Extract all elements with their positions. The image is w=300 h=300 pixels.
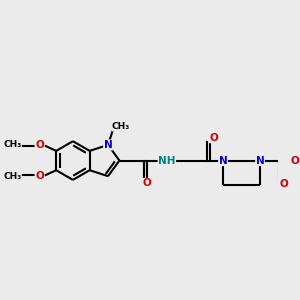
Text: O: O bbox=[35, 140, 44, 150]
Text: O: O bbox=[209, 133, 218, 143]
Text: N: N bbox=[219, 155, 227, 166]
Text: CH₃: CH₃ bbox=[112, 122, 130, 131]
Text: NH: NH bbox=[158, 155, 175, 166]
Text: O: O bbox=[35, 171, 44, 182]
Text: CH₃: CH₃ bbox=[3, 172, 21, 181]
Text: O: O bbox=[142, 178, 151, 188]
Text: O: O bbox=[279, 179, 288, 189]
Text: N: N bbox=[219, 155, 227, 166]
Text: N: N bbox=[104, 140, 112, 150]
Text: N: N bbox=[256, 155, 264, 166]
Text: O: O bbox=[291, 155, 299, 166]
Text: CH₃: CH₃ bbox=[3, 140, 21, 149]
